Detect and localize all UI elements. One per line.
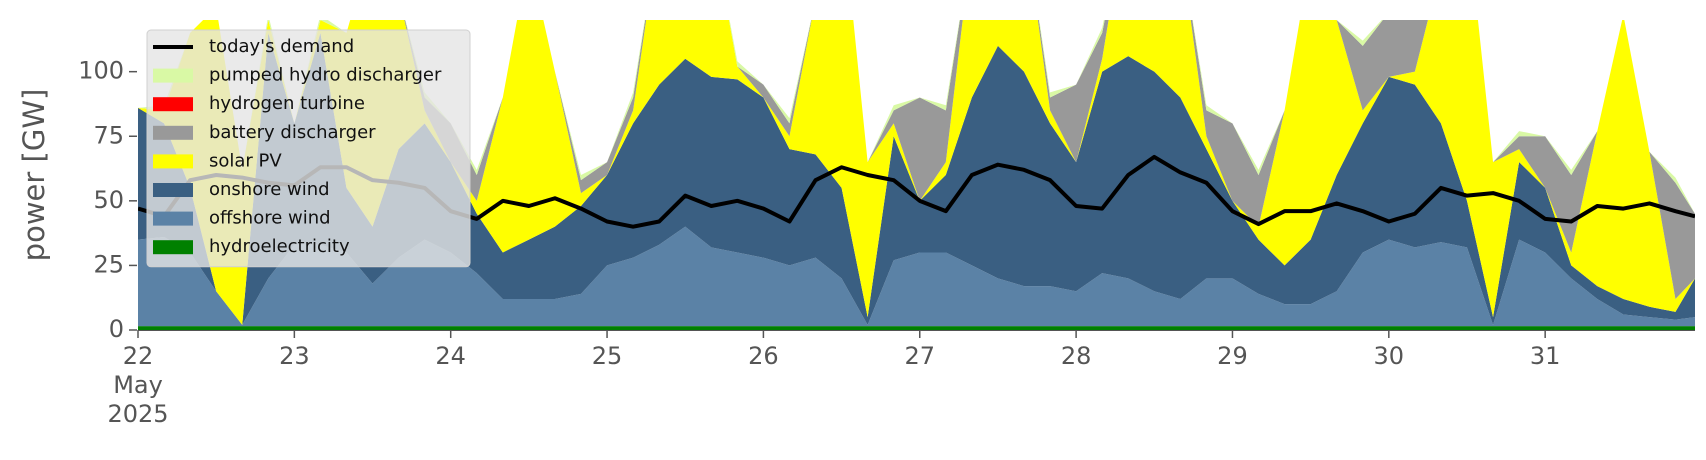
legend-label: offshore wind xyxy=(209,208,331,229)
x-tick-label: 31 xyxy=(1529,342,1561,370)
x-tick-label: 24 xyxy=(435,342,466,370)
legend-patch xyxy=(153,125,193,140)
y-tick-label: 75 xyxy=(93,121,124,149)
area xyxy=(138,326,1695,330)
legend-patch xyxy=(153,240,193,255)
area xyxy=(138,20,1695,325)
legend-label: solar PV xyxy=(209,150,282,171)
legend-label: hydrogen turbine xyxy=(209,93,365,114)
x-tick-label: 28 xyxy=(1060,342,1092,370)
area xyxy=(138,226,1695,327)
x-tick-label: 30 xyxy=(1373,342,1405,370)
legend-patch xyxy=(153,68,193,83)
y-tick-label: 25 xyxy=(93,250,124,278)
legend-label: battery discharger xyxy=(209,122,376,143)
y-tick-label: 0 xyxy=(109,315,124,343)
legend-patch xyxy=(153,183,193,197)
legend-label: onshore wind xyxy=(209,179,330,200)
legend-patch xyxy=(153,154,193,169)
legend-label: pumped hydro discharger xyxy=(209,65,442,86)
y-tick-label: 100 xyxy=(78,57,124,85)
area xyxy=(138,20,1695,299)
y-axis-label: power [GW] xyxy=(17,89,51,262)
legend-box xyxy=(146,29,471,268)
x-tick-label: 26 xyxy=(748,342,779,370)
legend-label: today's demand xyxy=(209,36,354,57)
legend-label: hydroelectricity xyxy=(209,236,350,257)
legend: today's demand pumped hydro discharger hyd… xyxy=(146,29,471,268)
legend-patch xyxy=(153,97,193,112)
x-tick-label: 25 xyxy=(591,342,623,370)
x-tick-label: 22 May 2025 xyxy=(107,342,169,428)
area xyxy=(138,32,1695,325)
x-tick-label: 27 xyxy=(904,342,936,370)
x-tick-label: 23 xyxy=(279,342,310,370)
y-tick-label: 50 xyxy=(93,186,124,214)
x-tick-label: 29 xyxy=(1217,342,1248,370)
legend-patch xyxy=(153,211,193,226)
